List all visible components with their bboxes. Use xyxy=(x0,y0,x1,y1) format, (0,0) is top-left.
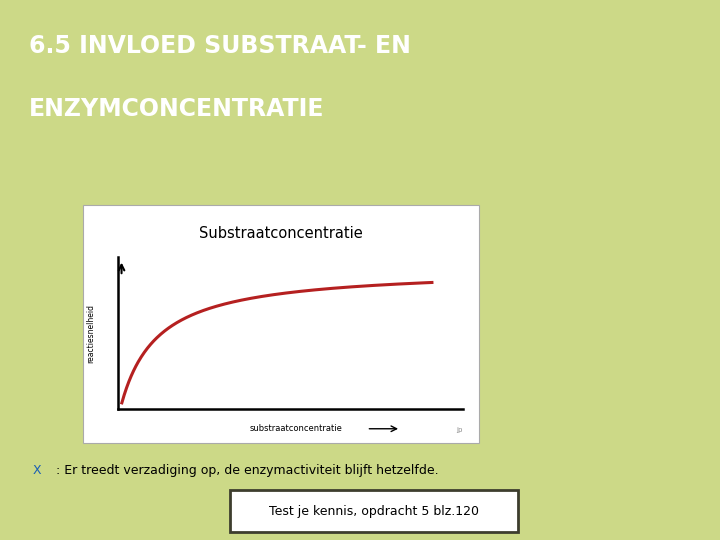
Text: substraatconcentratie: substraatconcentratie xyxy=(249,424,342,433)
Text: jp: jp xyxy=(456,427,463,433)
Text: ENZYMCONCENTRATIE: ENZYMCONCENTRATIE xyxy=(29,97,324,121)
Text: X: X xyxy=(362,297,374,312)
Text: : Er treedt verzadiging op, de enzymactiviteit blijft hetzelfde.: : Er treedt verzadiging op, de enzymacti… xyxy=(52,464,438,477)
Text: 6.5 INVLOED SUBSTRAAT- EN: 6.5 INVLOED SUBSTRAAT- EN xyxy=(29,34,410,58)
Text: X: X xyxy=(32,464,41,477)
Text: Test je kennis, opdracht 5 blz.120: Test je kennis, opdracht 5 blz.120 xyxy=(269,505,480,518)
FancyBboxPatch shape xyxy=(230,490,518,532)
FancyBboxPatch shape xyxy=(83,205,479,443)
Text: reactiesnelheid: reactiesnelheid xyxy=(86,303,95,363)
Text: Substraatconcentratie: Substraatconcentratie xyxy=(199,226,363,241)
